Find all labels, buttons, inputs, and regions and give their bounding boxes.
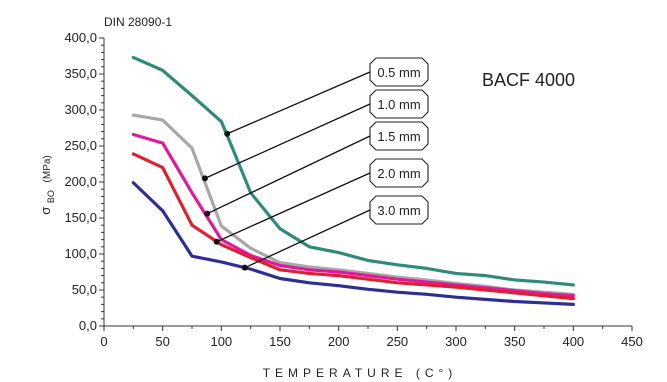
annotation-label: 1.5 mm [377,129,420,144]
x-axis-title: TEMPERATURE (C°) [263,366,458,380]
series-line-2-0-mm [131,152,575,301]
annotation-1-5-mm: 1.5 mm [204,121,429,217]
x-tick-label: 300 [445,334,467,349]
y-tick-label: 300,0 [64,102,97,117]
x-tick-label: 150 [269,334,291,349]
annotation-point [213,238,220,245]
series-line-3-0-mm [131,181,575,306]
product-label: BACF 4000 [482,70,575,90]
y-tick-label: 350,0 [64,66,97,81]
annotation-box [369,121,429,151]
annotation-label: 2.0 mm [377,166,420,181]
annotation-leader-line [226,71,371,135]
annotation-1-0-mm: 1.0 mm [201,89,429,182]
annotation-point [224,130,231,137]
series-line-0-5-mm [131,55,575,287]
annotation-leader-line [204,103,371,179]
annotation-box [369,89,429,119]
y-tick-label: 0,0 [79,318,97,333]
y-tick-label: 400,0 [64,30,97,45]
annotation-0-5-mm: 0.5 mm [224,57,429,137]
annotation-label: 1.0 mm [377,97,420,112]
annotation-leader-line [216,172,371,243]
x-tick-label: 450 [621,334,643,349]
annotation-3-0-mm: 3.0 mm [241,195,429,271]
annotation-leader-line [244,209,371,269]
annotation-label: 3.0 mm [377,203,420,218]
standard-label: DIN 28090-1 [104,15,172,29]
y-tick-label: 50,0 [72,282,97,297]
y-tick-label: 200,0 [64,174,97,189]
y-axis-symbol: σ [38,207,53,215]
x-tick-label: 350 [504,334,526,349]
annotation-2-0-mm: 2.0 mm [213,158,429,245]
annotation-box [369,57,429,87]
annotation-box [369,195,429,225]
x-tick-label: 400 [562,334,584,349]
x-tick-label: 50 [155,334,169,349]
x-tick-label: 100 [210,334,232,349]
x-tick-label: 0 [100,334,107,349]
annotation-point [201,175,208,182]
y-tick-label: 100,0 [64,246,97,261]
svg-text:σ BO (MPa): σ BO (MPa) [38,155,57,215]
annotation-label: 0.5 mm [377,65,420,80]
y-axis-subscript: BO [46,190,56,203]
y-axis-title: σ BO (MPa) [38,155,57,215]
annotation-point [241,264,248,271]
x-tick-label: 250 [386,334,408,349]
annotation-box [369,158,429,188]
y-tick-label: 250,0 [64,138,97,153]
annotation-leader-line [206,135,371,215]
annotation-point [204,210,211,217]
y-tick-label: 150,0 [64,210,97,225]
y-axis-unit: (MPa) [42,155,53,182]
x-tick-label: 200 [328,334,350,349]
